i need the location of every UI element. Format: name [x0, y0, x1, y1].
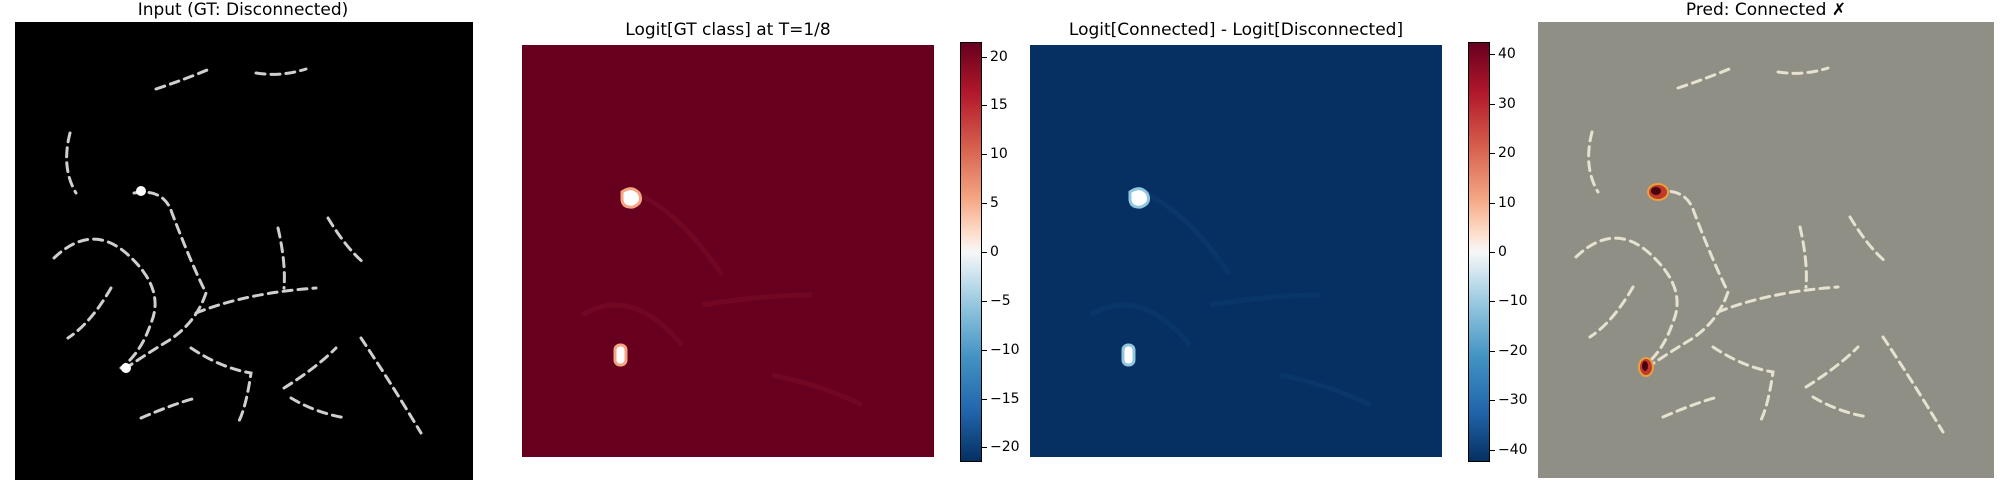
logit-gt-heatmap-svg: [522, 45, 934, 457]
colorbar-2-tick-mark: [1490, 54, 1495, 56]
colorbar-2-tick-mark: [1490, 301, 1495, 303]
colorbar-1-tick-mark: [982, 105, 987, 107]
input-image: [52, 66, 423, 435]
logit-diff-heatmap-svg: [1030, 45, 1442, 457]
colorbar-1-tick-mark: [982, 203, 987, 205]
colorbar-2-tick: 40: [1498, 46, 1516, 63]
colorbar-2-tick-mark: [1490, 202, 1495, 204]
colorbar-1-tick: 20: [990, 48, 1008, 65]
colorbar-2-tick: −30: [1498, 392, 1528, 409]
colorbar-2-tick-mark: [1490, 103, 1495, 105]
colorbar-2-tick-mark: [1490, 252, 1495, 253]
colorbar-1-tick-mark: [982, 447, 987, 449]
colorbar-1-tick-mark: [982, 56, 987, 58]
colorbar-2-tick: −40: [1498, 441, 1528, 458]
input-image-panel: [15, 22, 473, 480]
colorbar-1-tick-mark: [982, 398, 987, 400]
colorbar-2-tick-mark: [1490, 153, 1495, 155]
colorbar-1-tick-mark: [982, 154, 987, 156]
colorbar-2-tick: 10: [1498, 194, 1516, 211]
colorbar-2-tick: −20: [1498, 342, 1528, 359]
colorbar-2-tick: 20: [1498, 145, 1516, 162]
prediction-overlay: [1538, 22, 1994, 478]
colorbar-2-tick: 30: [1498, 95, 1516, 112]
panel-2-title: Logit[GT class] at T=1/8: [625, 20, 831, 40]
colorbar-2: [1468, 42, 1490, 462]
panel-1-title: Input (GT: Disconnected): [137, 0, 349, 20]
colorbar-1-tick: −20: [990, 439, 1020, 456]
logit-gt-heatmap: [522, 45, 934, 457]
colorbar-1-tick: 0: [990, 244, 999, 260]
colorbar-2-tick: 0: [1498, 244, 1507, 260]
panel-3-title: Logit[Connected] - Logit[Disconnected]: [1068, 20, 1404, 40]
colorbar-1-tick-mark: [982, 300, 987, 302]
colorbar-1-tick: −5: [990, 292, 1011, 309]
logit-diff-heatmap: [1030, 45, 1442, 457]
colorbar-2-tick-mark: [1490, 449, 1495, 451]
colorbar-1-tick: −10: [990, 341, 1020, 358]
colorbar-2-tick: −10: [1498, 293, 1528, 310]
colorbar-1-tick-mark: [982, 349, 987, 351]
colorbar-1-tick: −15: [990, 390, 1020, 407]
colorbar-1-tick: 15: [990, 97, 1008, 114]
colorbar-1-tick: 10: [990, 146, 1008, 163]
colorbar-2-tick-mark: [1490, 350, 1495, 352]
colorbar-1-tick-mark: [982, 252, 987, 253]
panel-4-title: Pred: Connected ✗: [1685, 0, 1847, 20]
colorbar-1-tick: 5: [990, 195, 999, 212]
colorbar-1: [960, 42, 982, 462]
prediction-overlay-panel: [1538, 22, 1994, 478]
colorbar-2-tick-mark: [1490, 400, 1495, 402]
